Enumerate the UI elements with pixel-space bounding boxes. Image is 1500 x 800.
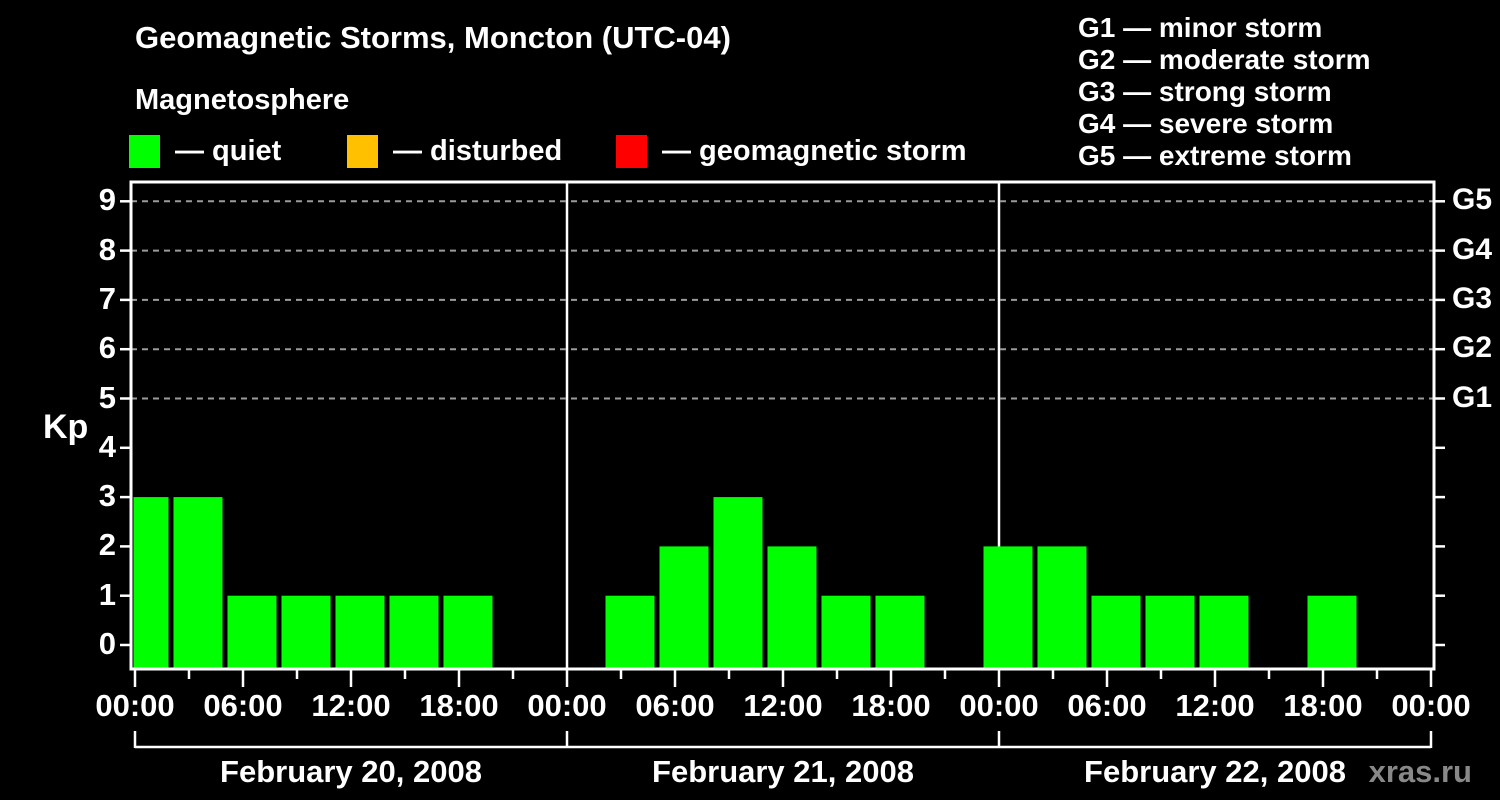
y-axis-label-8: 8 [98,231,116,267]
kp-bar [1091,595,1141,668]
legend-label-disturbed: — disturbed [393,134,563,167]
kp-bar [133,497,169,668]
y-axis-label-5: 5 [98,379,116,415]
g-scale-line-g4: G4 — severe storm [1078,108,1334,139]
date-label: February 20, 2008 [220,754,482,789]
kp-bar [1037,546,1087,668]
kp-bar [821,595,871,668]
x-axis-label: 18:00 [419,688,499,723]
page-title: Geomagnetic Storms, Moncton (UTC-04) [135,20,731,55]
y-axis-label-3: 3 [98,478,116,514]
right-axis-label-g4: G4 [1452,232,1493,266]
quiet-color-swatch [129,134,160,168]
date-label: February 22, 2008 [1084,754,1346,789]
legend-item-geomagnetic-storm: — geomagnetic storm [616,134,967,168]
legend-item-disturbed: — disturbed [347,134,562,168]
kp-bar [443,595,493,668]
y-axis-title: Kp [43,408,89,446]
right-axis-label-g3: G3 [1452,281,1493,315]
y-axis-label-6: 6 [98,330,116,366]
x-axis-label: 00:00 [959,688,1039,723]
right-axis-label-g5: G5 [1452,183,1493,217]
x-axis-label: 06:00 [635,688,715,723]
kp-bar [713,497,763,668]
date-label: February 21, 2008 [652,754,914,789]
x-axis-label: 00:00 [95,688,175,723]
g-scale-line-g1: G1 — minor storm [1078,12,1323,43]
kp-bar [767,546,817,668]
kp-bar [1145,595,1195,668]
disturbed-color-swatch [347,134,378,168]
kp-bar [875,595,925,668]
y-axis-label-9: 9 [98,182,116,218]
y-axis-label-7: 7 [98,280,116,316]
legend-item-quiet: — quiet [129,134,281,168]
legend-label-quiet: — quiet [175,134,282,167]
y-axis-label-2: 2 [98,527,116,563]
kp-bar [1307,595,1357,668]
x-axis-label: 12:00 [1175,688,1255,723]
x-axis-label: 06:00 [203,688,283,723]
right-axis-label-g2: G2 [1452,331,1493,365]
kp-bar [173,497,223,668]
kp-bar [227,595,277,668]
g-scale-legend: G1 — minor storm G2 — moderate storm G3 … [1078,12,1371,172]
y-axis-label-0: 0 [98,626,116,661]
kp-bar [335,595,385,668]
x-axis-label: 18:00 [1283,688,1363,723]
y-axis-label-1: 1 [98,576,116,612]
x-axis-label: 18:00 [851,688,931,723]
kp-bar [1199,595,1249,668]
g-scale-line-g5: G5 — extreme storm [1078,140,1352,171]
legend-label-storm: — geomagnetic storm [662,134,967,167]
chart-subtitle: Magnetosphere [135,84,350,116]
y-axis-label-4: 4 [98,428,116,464]
watermark: xras.ru [1368,754,1472,789]
x-axis-label: 12:00 [311,688,391,723]
kp-bar [389,595,439,668]
x-axis-label: 00:00 [1391,688,1471,723]
right-axis-label-g1: G1 [1452,380,1493,414]
x-axis-label: 12:00 [743,688,823,723]
kp-bar [659,546,709,668]
x-axis-label: 06:00 [1067,688,1147,723]
kp-bar [983,546,1033,668]
g-scale-line-g2: G2 — moderate storm [1078,44,1371,75]
x-axis-label: 00:00 [527,688,607,723]
storm-color-swatch [616,134,647,168]
g-scale-line-g3: G3 — strong storm [1078,76,1332,107]
kp-bar [281,595,331,668]
kp-bar [605,595,655,668]
